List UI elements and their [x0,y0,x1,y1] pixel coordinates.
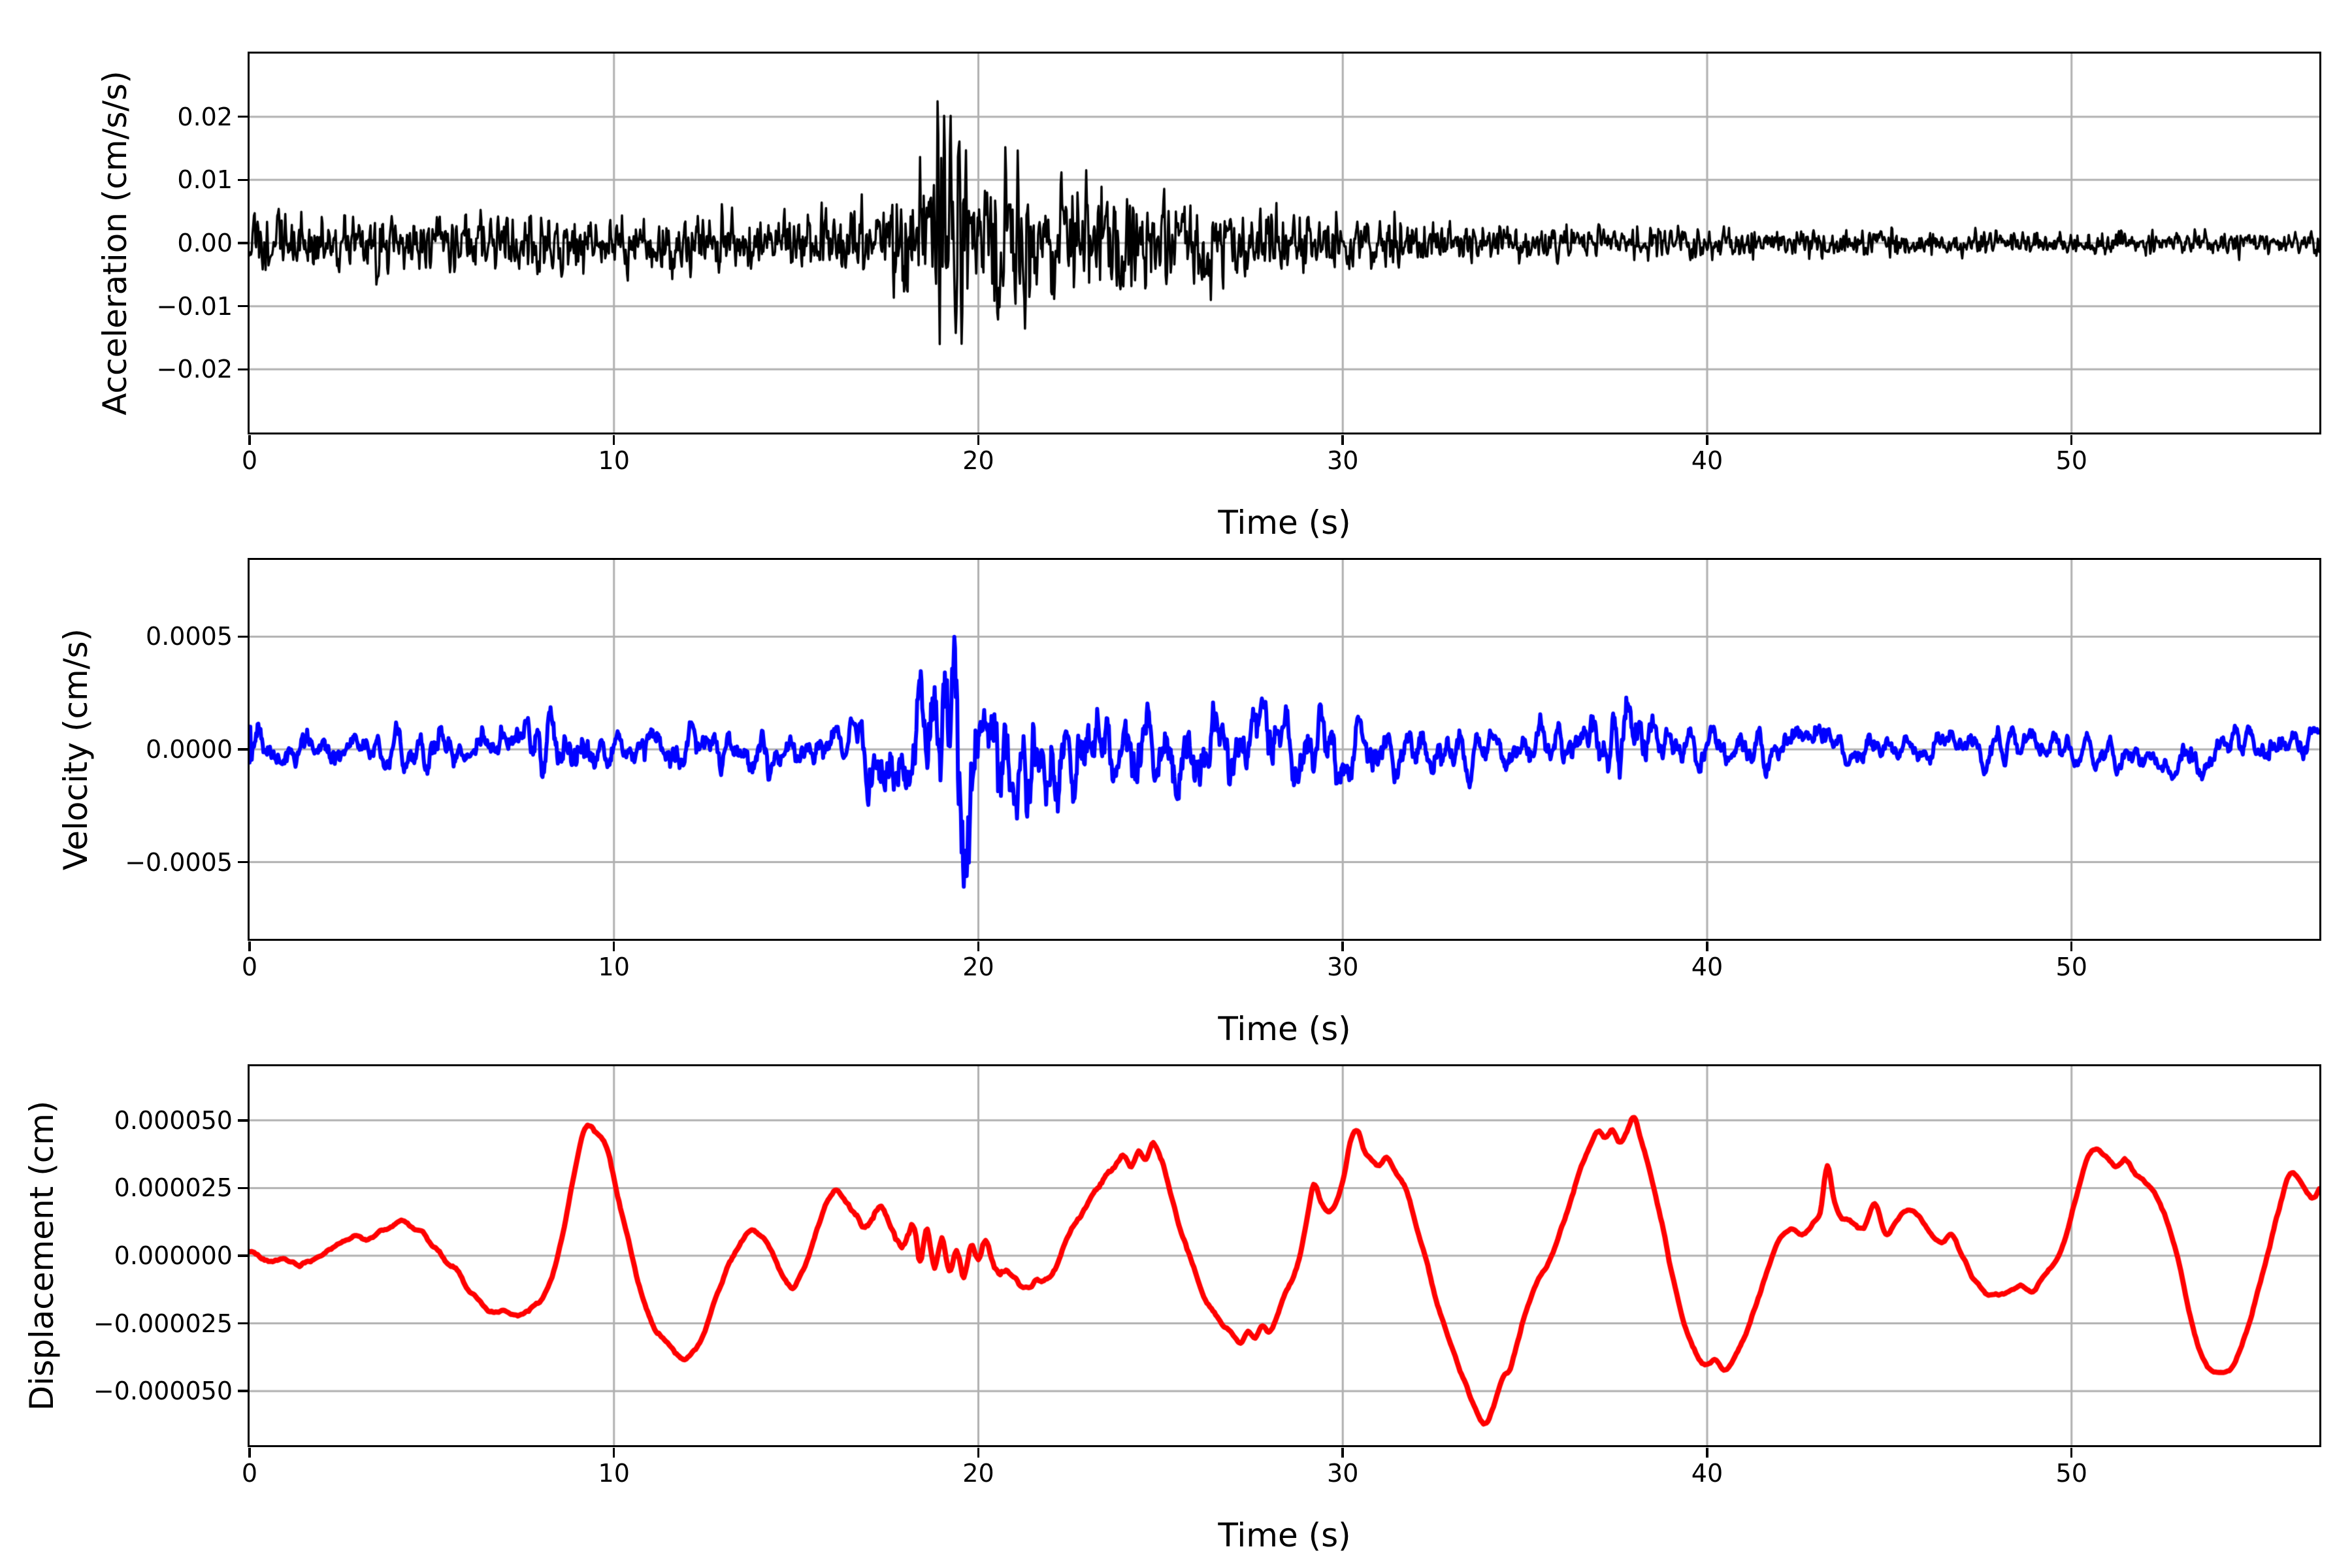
y-tick-mark [237,1186,248,1190]
y-tick-mark [237,368,248,371]
y-tick-mark [237,115,248,118]
x-tick-mark [2070,1447,2073,1458]
x-tick-label: 0 [241,446,258,475]
x-tick-mark [977,434,980,445]
x-tick-label: 10 [598,1459,630,1488]
x-tick-label: 40 [1691,446,1723,475]
displacement-plot-area [247,1064,2321,1447]
y-tick-label: −0.0005 [125,847,233,877]
y-tick-label: 0.000025 [114,1173,233,1203]
y-tick-mark [237,748,248,751]
x-tick-label: 30 [1327,1459,1359,1488]
y-tick-mark [237,1119,248,1122]
x-tick-label: 30 [1327,446,1359,475]
x-tick-mark [1706,941,1708,951]
y-tick-mark [237,304,248,308]
x-tick-mark [612,434,615,445]
y-tick-mark [237,242,248,244]
displacement-x-axis-label: Time (s) [1218,1516,1351,1554]
x-tick-mark [612,1447,615,1458]
y-tick-label: −0.000050 [93,1377,233,1406]
x-tick-mark [1706,434,1708,445]
x-tick-mark [2070,434,2073,445]
x-tick-label: 40 [1691,953,1723,981]
y-tick-label: 0.0000 [146,735,233,764]
x-tick-mark [1341,434,1344,445]
y-tick-mark [237,1390,248,1392]
y-tick-label: −0.000025 [93,1309,233,1338]
y-tick-label: 0.000050 [114,1105,233,1135]
x-tick-mark [2070,941,2073,951]
x-tick-label: 10 [598,953,630,981]
velocity-x-axis-label: Time (s) [1218,1010,1351,1048]
displacement-trace-canvas [249,1066,2319,1445]
x-tick-label: 50 [2055,953,2087,981]
acceleration-x-axis-label: Time (s) [1218,504,1351,542]
y-tick-mark [237,635,248,638]
x-tick-mark [612,941,615,951]
y-tick-label: 0.000000 [114,1241,233,1270]
y-tick-label: 0.02 [177,102,233,131]
y-tick-mark [237,1254,248,1257]
velocity-plot-area [247,557,2321,941]
x-tick-label: 20 [962,1459,994,1488]
x-tick-mark [1341,1447,1344,1458]
x-tick-label: 50 [2055,1459,2087,1488]
x-tick-mark [248,434,251,445]
x-tick-label: 30 [1327,953,1359,981]
y-tick-label: −0.02 [156,355,233,384]
y-tick-label: 0.01 [177,165,233,195]
x-tick-mark [1341,941,1344,951]
velocity-trace-canvas [249,559,2319,939]
x-tick-label: 0 [241,1459,258,1488]
x-tick-label: 50 [2055,446,2087,475]
x-tick-mark [248,1447,251,1458]
y-tick-mark [237,860,248,864]
x-tick-label: 0 [241,953,258,981]
x-tick-mark [1706,1447,1708,1458]
x-tick-mark [977,941,980,951]
x-tick-label: 20 [962,953,994,981]
y-tick-label: 0.00 [177,229,233,257]
y-tick-label: −0.01 [156,291,233,321]
y-tick-mark [237,178,248,182]
x-tick-label: 10 [598,446,630,475]
x-tick-label: 40 [1691,1459,1723,1488]
y-tick-mark [237,1322,248,1325]
y-tick-label: 0.0005 [146,622,233,651]
x-tick-mark [977,1447,980,1458]
acceleration-trace-canvas [249,53,2319,433]
x-tick-label: 20 [962,446,994,475]
x-tick-mark [248,941,251,951]
acceleration-plot-area [247,51,2321,434]
